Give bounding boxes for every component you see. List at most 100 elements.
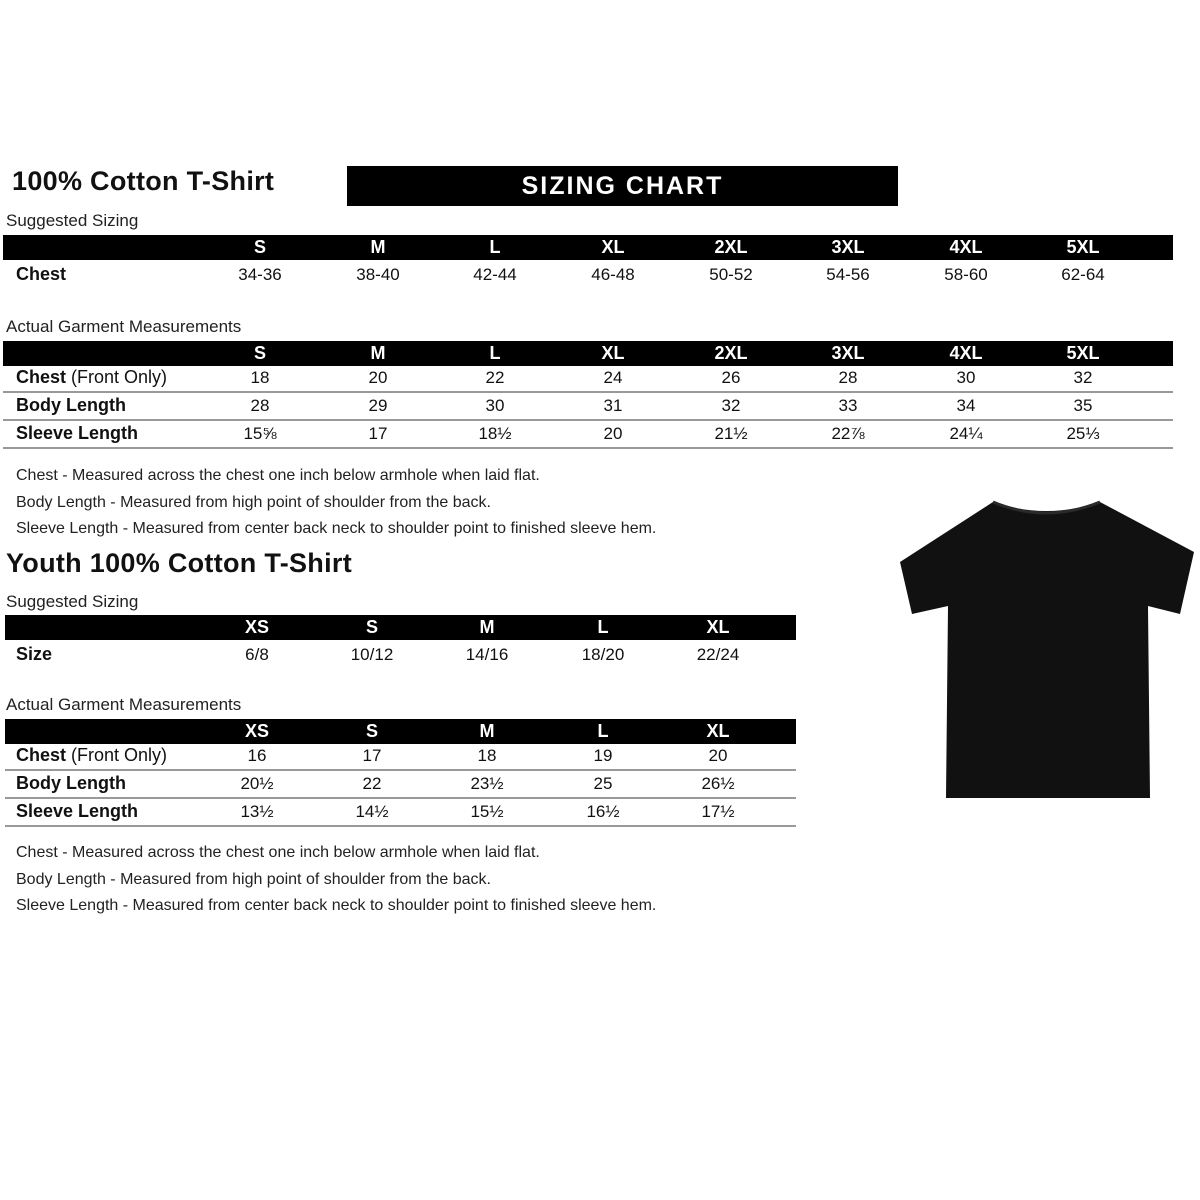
adult-title: 100% Cotton T-Shirt: [12, 166, 275, 196]
size-header: S: [365, 617, 379, 637]
table-cell: 34: [956, 396, 976, 415]
table-cell: 29: [368, 396, 388, 415]
size-header: M: [370, 237, 386, 257]
table-cell: 16: [247, 746, 267, 765]
measurement-note: Body Length - Measured from high point o…: [16, 870, 491, 888]
table-cell: 33: [838, 396, 858, 415]
table-cell: 23½: [470, 774, 504, 793]
row-label: Chest (Front Only): [16, 367, 167, 388]
row-label: Body Length: [16, 395, 126, 416]
youth-suggested-header-bar: [5, 615, 796, 640]
measurement-note: Sleeve Length - Measured from center bac…: [16, 897, 657, 914]
table-cell: 22⅞: [831, 424, 865, 443]
row-label-text: Body Length: [16, 773, 126, 793]
table-cell: 17: [362, 746, 382, 765]
row-label-text: Size: [16, 644, 53, 664]
row-label-text: Chest: [16, 264, 67, 284]
table-cell: 25⅓: [1066, 424, 1100, 443]
table-cell: 32: [721, 396, 741, 415]
size-header: XL: [706, 721, 730, 741]
measurement-note: Sleeve Length - Measured from center bac…: [16, 520, 657, 537]
size-header: M: [479, 721, 495, 741]
row-label-text: Chest: [16, 367, 67, 387]
size-header: M: [370, 343, 386, 363]
tshirt-icon: [900, 500, 1194, 798]
size-header: 4XL: [949, 343, 983, 363]
measurement-note: Chest - Measured across the chest one in…: [16, 467, 540, 484]
table-cell: 28: [250, 396, 270, 415]
row-label-note: (Front Only): [71, 745, 168, 765]
size-header: XS: [244, 721, 270, 741]
table-cell: 10/12: [350, 645, 394, 664]
table-cell: 17: [368, 424, 388, 443]
table-cell: 24¼: [949, 424, 983, 443]
row-label: Chest: [16, 264, 66, 285]
table-cell: 54-56: [826, 265, 870, 284]
table-cell: 19: [593, 746, 613, 765]
measurement-note: Chest - Measured across the chest one in…: [16, 844, 540, 861]
row-label: Body Length: [16, 773, 126, 794]
size-header: XL: [706, 617, 730, 637]
table-cell: 38-40: [356, 265, 400, 284]
size-header: XL: [601, 343, 625, 363]
table-cell: 50-52: [709, 265, 753, 284]
table-cell: 17½: [701, 802, 735, 821]
measurement-note: Body Length - Measured from high point o…: [16, 493, 491, 511]
table-cell: 58-60: [944, 265, 988, 284]
table-cell: 20: [603, 424, 623, 443]
row-label-text: Sleeve Length: [16, 801, 139, 821]
size-header: 5XL: [1066, 237, 1100, 257]
table-cell: 14/16: [465, 645, 509, 664]
table-cell: 42-44: [473, 265, 517, 284]
youth-suggested-label: Suggested Sizing: [6, 592, 139, 611]
table-cell: 62-64: [1061, 265, 1105, 284]
table-cell: 26: [721, 368, 741, 387]
row-label-text: Sleeve Length: [16, 423, 139, 443]
row-divider: [3, 391, 1173, 393]
table-cell: 14½: [355, 802, 389, 821]
table-cell: 13½: [240, 802, 274, 821]
size-header: 2XL: [714, 237, 748, 257]
youth-actual-label: Actual Garment Measurements: [6, 695, 242, 714]
table-cell: 18: [250, 368, 270, 387]
table-cell: 20½: [240, 774, 274, 793]
size-header: L: [489, 343, 501, 363]
adult-actual-header-bar: [3, 341, 1173, 366]
size-header: L: [597, 617, 609, 637]
table-cell: 28: [838, 368, 858, 387]
table-cell: 22: [485, 368, 505, 387]
size-header: S: [253, 237, 267, 257]
table-cell: 6/8: [245, 645, 269, 664]
table-cell: 31: [603, 396, 623, 415]
row-label: Size: [16, 644, 52, 665]
youth-title: Youth 100% Cotton T-Shirt: [6, 548, 352, 578]
table-cell: 46-48: [591, 265, 635, 284]
table-cell: 26½: [701, 774, 735, 793]
size-header: 5XL: [1066, 343, 1100, 363]
row-label-note: (Front Only): [71, 367, 168, 387]
table-cell: 15½: [470, 802, 504, 821]
table-cell: 21½: [714, 424, 748, 443]
row-label-text: Chest: [16, 745, 67, 765]
table-cell: 22/24: [696, 645, 740, 664]
table-cell: 34-36: [238, 265, 282, 284]
table-cell: 30: [485, 396, 505, 415]
row-divider: [5, 769, 796, 771]
adult-suggested-header-bar: [3, 235, 1173, 260]
size-header: 2XL: [714, 343, 748, 363]
size-header: 3XL: [831, 237, 865, 257]
sizing-chart-banner: SIZING CHART: [347, 166, 898, 206]
table-cell: 18/20: [581, 645, 625, 664]
table-cell: 20: [708, 746, 728, 765]
row-label: Chest (Front Only): [16, 745, 167, 766]
table-cell: 25: [593, 774, 613, 793]
adult-actual-label: Actual Garment Measurements: [6, 317, 242, 336]
table-cell: 22: [362, 774, 382, 793]
youth-actual-header-bar: [5, 719, 796, 744]
row-label-text: Body Length: [16, 395, 126, 415]
size-header: L: [489, 237, 501, 257]
size-header: S: [365, 721, 379, 741]
table-cell: 15⅝: [243, 424, 277, 443]
size-header: 3XL: [831, 343, 865, 363]
size-header: S: [253, 343, 267, 363]
